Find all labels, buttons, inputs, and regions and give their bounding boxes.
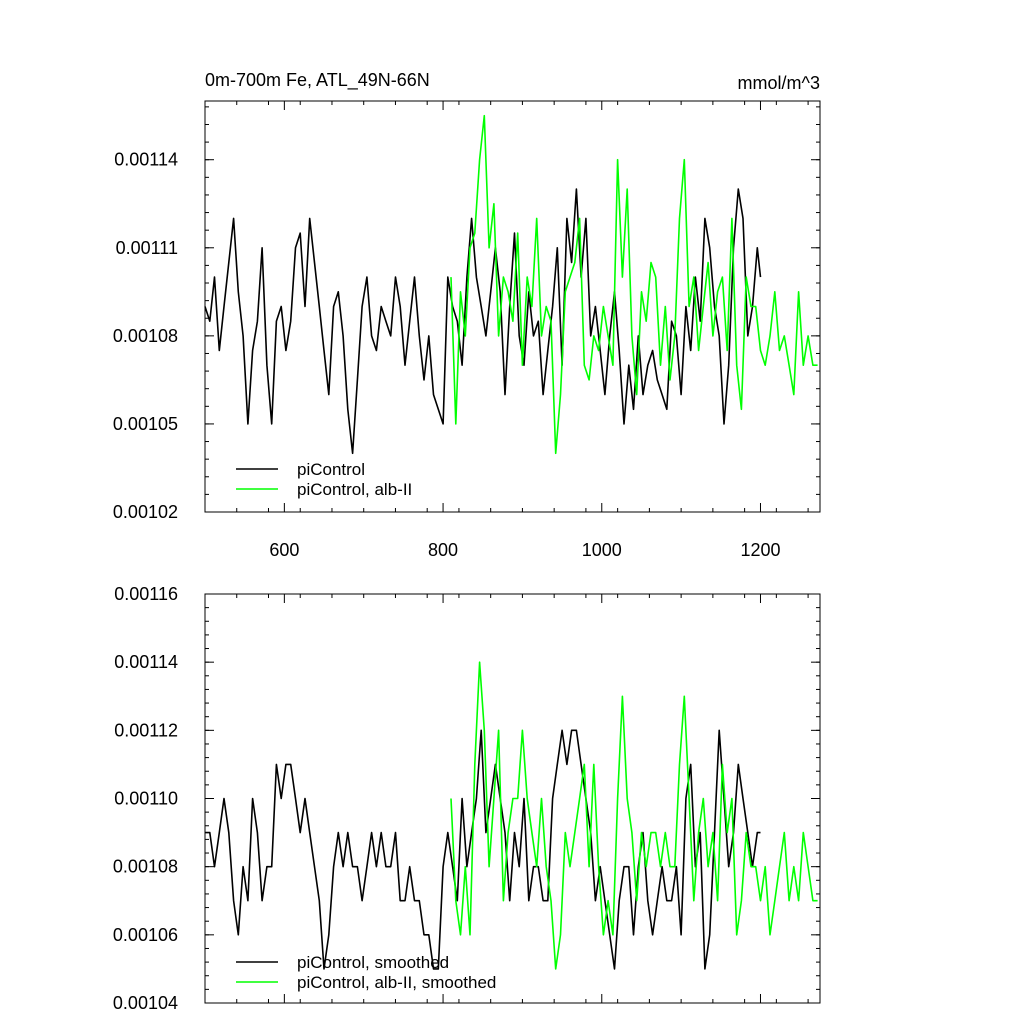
chart-title: 0m-700m Fe, ATL_49N-66N [205,70,430,91]
x-tick-label: 1000 [582,540,622,560]
x-tick-label: 1200 [740,540,780,560]
y-tick-label: 0.00102 [113,502,178,522]
series-line-black [204,188,762,455]
bottom-panel: 0.00104 0.00106 0.00108 0.00110 0.00112 0.001… [113,584,821,1013]
y-tick-label: 0.00104 [113,993,178,1013]
legend-label: piControl [297,460,365,479]
y-tick-label: 0.00114 [114,150,178,170]
y-tick-label: 0.00108 [113,857,178,877]
y-tick-label: 0.00116 [114,584,178,604]
series-line-green [450,114,818,455]
y-tick-label: 0.00105 [113,414,178,434]
x-tick-label: 600 [269,540,299,560]
y-tick-label: 0.00108 [113,326,178,346]
y-tick-label: 0.00106 [113,925,178,945]
series-line-black [205,729,761,970]
y-tick-label: 0.00112 [114,720,178,740]
legend-label: piControl, smoothed [297,953,449,972]
x-tick-label: 800 [428,540,458,560]
units-label: mmol/m^3 [738,73,820,93]
y-tick-label: 0.00110 [114,789,178,809]
series-line-green [450,661,818,970]
legend-label: piControl, alb-II [297,480,412,499]
legend-label: piControl, alb-II, smoothed [297,973,496,992]
y-tick-label: 0.00114 [114,652,178,672]
top-panel: 0.00102 0.00105 0.00108 0.00111 0.00114 600 80… [113,70,821,560]
y-tick-label: 0.00111 [116,238,178,258]
plot-frame [204,100,821,513]
